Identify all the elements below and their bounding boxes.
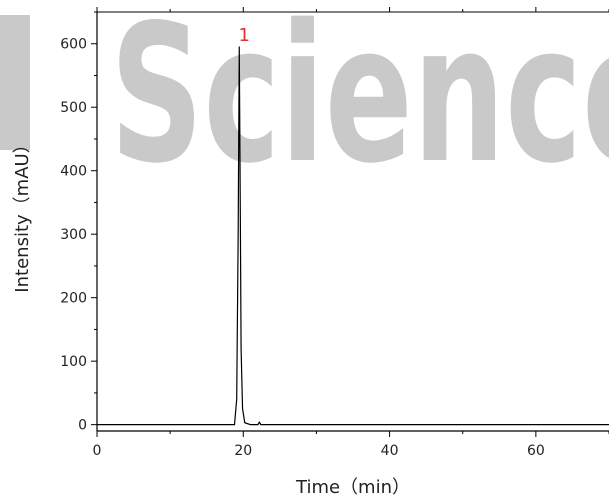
y-axis-title: Intensity（mAU） bbox=[12, 135, 33, 292]
y-tick-label: 100 bbox=[60, 354, 87, 370]
series-line bbox=[97, 46, 609, 426]
x-tick-label: 0 bbox=[93, 443, 102, 459]
x-tick-label: 60 bbox=[527, 443, 545, 459]
y-tick-label: 200 bbox=[60, 291, 87, 307]
annotations: 1 bbox=[239, 25, 250, 46]
peak-label: 1 bbox=[239, 25, 250, 46]
y-tick-label: 300 bbox=[60, 227, 87, 243]
x-tick-label: 20 bbox=[234, 443, 252, 459]
watermark-bar bbox=[0, 15, 30, 150]
y-tick-label: 600 bbox=[60, 37, 87, 53]
series-layer bbox=[97, 46, 609, 426]
y-tick-label: 500 bbox=[60, 100, 87, 116]
x-tick-label: 40 bbox=[381, 443, 399, 459]
x-axis-title: Time（min） bbox=[295, 477, 410, 498]
y-tick-label: 0 bbox=[78, 418, 87, 434]
watermark: Science bbox=[0, 0, 609, 205]
y-tick-label: 400 bbox=[60, 164, 87, 180]
watermark-text: Science bbox=[110, 0, 609, 205]
